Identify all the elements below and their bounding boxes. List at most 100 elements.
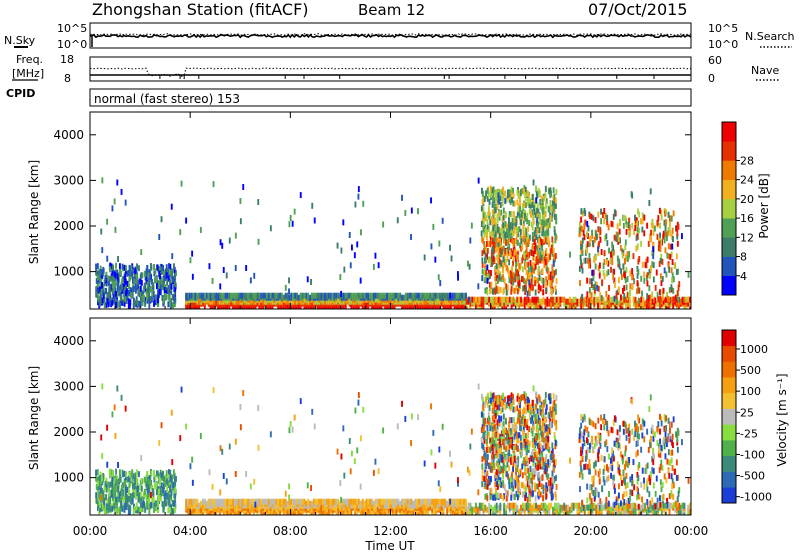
power-cell xyxy=(605,270,608,277)
power-cell xyxy=(542,226,545,233)
freq-right-tick-bottom: 0 xyxy=(708,72,715,85)
power-cell xyxy=(288,277,290,284)
velocity-cell xyxy=(547,439,549,446)
power-cell xyxy=(602,269,605,276)
power-cell xyxy=(351,244,353,251)
power-cell xyxy=(538,190,541,197)
velocity-cell xyxy=(161,501,164,507)
power-cell xyxy=(482,194,485,201)
power-cell xyxy=(174,301,176,307)
power-cell xyxy=(414,302,417,309)
noise-sky-trace xyxy=(89,33,692,47)
power-cell xyxy=(581,237,584,244)
power-cell xyxy=(618,228,621,235)
power-cell xyxy=(549,191,552,198)
power-cell xyxy=(610,251,612,258)
velocity-cell xyxy=(138,506,141,513)
power-cell xyxy=(352,292,355,299)
power-cell xyxy=(498,214,501,221)
power-cell xyxy=(665,209,668,216)
velocity-cell xyxy=(252,498,255,505)
power-cell xyxy=(326,292,328,299)
velocity-cell xyxy=(153,506,155,513)
power-cell xyxy=(634,297,637,304)
velocity-cell xyxy=(506,502,509,509)
power-cell xyxy=(525,202,527,209)
velocity-cell xyxy=(196,508,199,515)
power-cell xyxy=(365,302,368,309)
power-cell xyxy=(635,216,637,223)
power-cell xyxy=(641,290,643,297)
velocity-cell xyxy=(433,502,435,509)
velocity-cell xyxy=(134,474,137,480)
power-cell xyxy=(296,292,298,299)
velocity-cell xyxy=(337,498,340,505)
velocity-cell xyxy=(612,502,614,509)
velocity-cell xyxy=(507,428,510,435)
velocity-cell xyxy=(689,502,691,509)
y-tick-label: 1000 xyxy=(53,265,84,279)
velocity-cell xyxy=(668,506,671,513)
velocity-cell xyxy=(352,498,355,505)
power-cell xyxy=(550,281,553,288)
power-cell xyxy=(645,258,648,265)
power-cell xyxy=(660,209,663,216)
velocity-cell xyxy=(486,453,489,460)
velocity-cell xyxy=(132,473,134,479)
velocity-cell xyxy=(583,504,586,511)
power-cell xyxy=(610,296,613,303)
power-cell xyxy=(530,211,532,218)
velocity-cell xyxy=(463,498,465,505)
velocity-cell xyxy=(169,475,172,482)
power-cell xyxy=(589,237,591,244)
power-cell xyxy=(151,289,154,296)
power-cell xyxy=(503,237,506,244)
power-cell xyxy=(510,248,513,255)
power-cell xyxy=(517,193,520,199)
velocity-cell xyxy=(127,504,130,511)
power-cell xyxy=(503,302,506,309)
power-cell xyxy=(131,286,134,293)
velocity-cell xyxy=(640,504,643,511)
velocity-cell xyxy=(128,482,131,489)
power-cell xyxy=(526,233,529,240)
power-cell xyxy=(509,236,512,243)
power-cell xyxy=(581,226,583,233)
power-cell xyxy=(515,232,518,239)
power-cell xyxy=(450,255,453,262)
freq-right-tick-top: 60 xyxy=(708,54,722,67)
power-cell xyxy=(486,277,489,284)
power-cell xyxy=(533,246,536,253)
velocity-cell xyxy=(528,488,531,495)
power-cell xyxy=(502,267,505,274)
power-cell xyxy=(540,223,543,230)
power-cell xyxy=(604,213,607,220)
power-cell xyxy=(504,190,506,197)
power-cell xyxy=(534,256,537,263)
power-cell xyxy=(450,298,452,305)
velocity-cell xyxy=(593,502,596,509)
power-cell xyxy=(606,296,609,303)
power-cell xyxy=(493,207,496,214)
velocity-cell xyxy=(101,503,104,510)
velocity-cell xyxy=(602,504,605,511)
power-cell xyxy=(591,232,594,239)
velocity-cell xyxy=(544,508,547,515)
velocity-cell xyxy=(290,498,293,505)
velocity-cell xyxy=(164,498,167,505)
power-cell xyxy=(132,286,135,292)
power-cell xyxy=(545,265,548,272)
power-cell xyxy=(165,264,168,271)
power-cell xyxy=(102,292,105,299)
power-cell xyxy=(542,195,545,202)
power-cell xyxy=(109,262,112,269)
velocity-cell xyxy=(105,494,107,501)
power-cell xyxy=(222,292,225,299)
power-cell xyxy=(649,188,652,195)
power-cell xyxy=(675,294,678,301)
power-cell xyxy=(677,284,680,291)
power-cell xyxy=(95,269,98,276)
velocity-cell xyxy=(421,498,424,505)
power-cell xyxy=(215,292,218,299)
velocity-cell xyxy=(303,498,306,505)
